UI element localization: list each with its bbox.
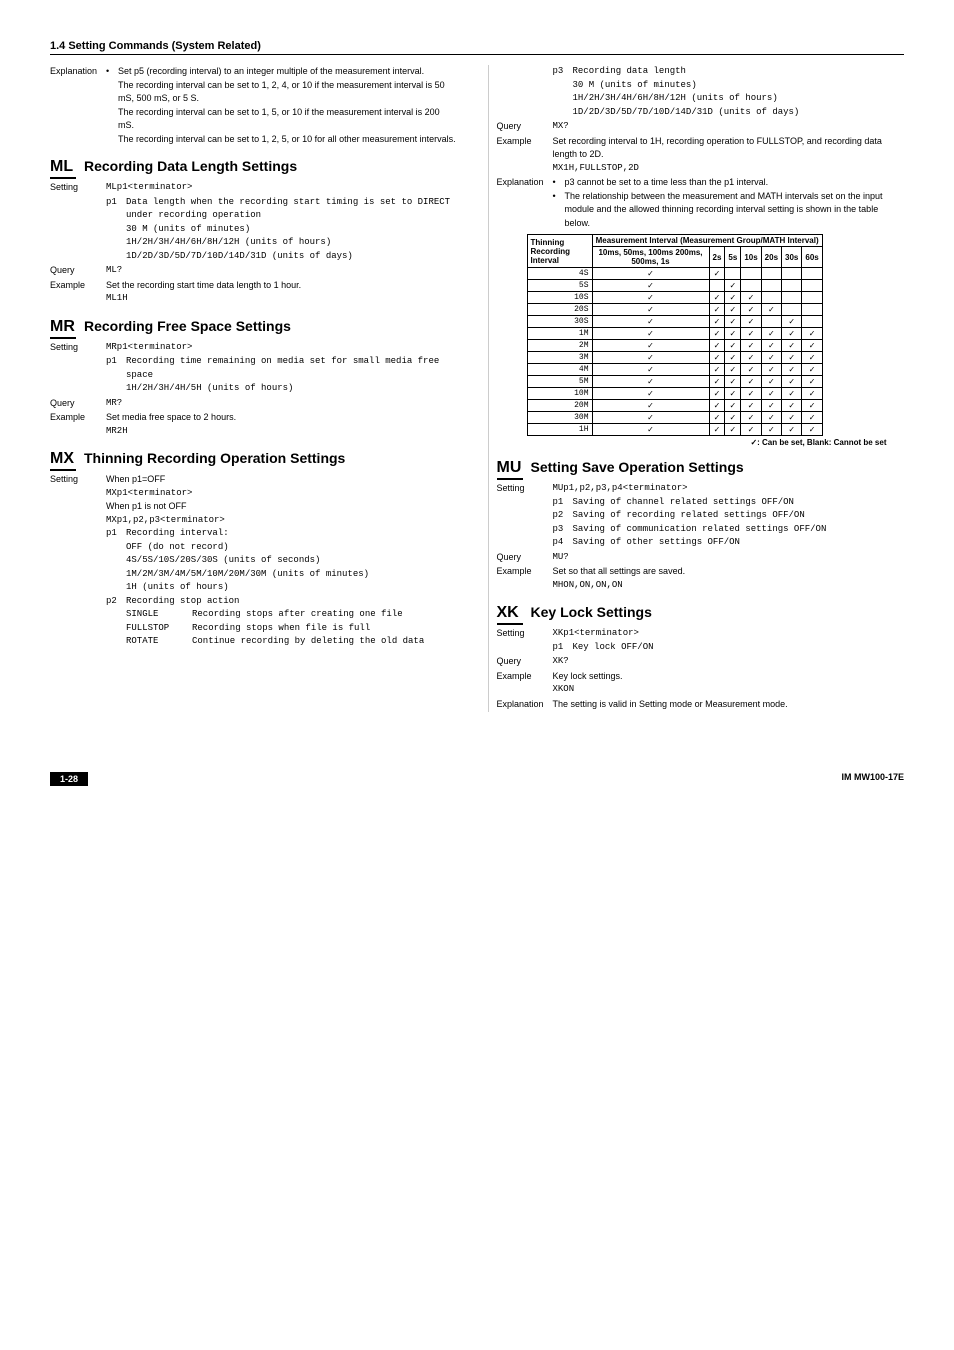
cmd-mr: MR Recording Free Space Settings	[50, 318, 458, 339]
page-number: 1-28	[50, 772, 88, 786]
table-caption: ✓: Can be set, Blank: Cannot be set	[527, 438, 887, 447]
cmd-title: Recording Data Length Settings	[84, 158, 297, 174]
footer: 1-28 IM MW100-17E	[50, 772, 904, 786]
left-column: Explanation •Set p5 (recording interval)…	[50, 65, 458, 712]
thinning-table: Thinning Recording Interval Measurement …	[527, 234, 823, 436]
cmd-mx: MX Thinning Recording Operation Settings	[50, 450, 458, 471]
right-column: p3 Recording data length 30 M (units of …	[488, 65, 905, 712]
explanation-body: •Set p5 (recording interval) to an integ…	[106, 65, 458, 146]
explanation-top: Explanation •Set p5 (recording interval)…	[50, 65, 458, 146]
doc-id: IM MW100-17E	[841, 772, 904, 786]
section-header: 1.4 Setting Commands (System Related)	[50, 40, 904, 55]
cmd-ml: ML Recording Data Length Settings	[50, 158, 458, 179]
explanation-label: Explanation	[50, 65, 106, 146]
cmd-code: ML	[50, 158, 76, 179]
two-column-layout: Explanation •Set p5 (recording interval)…	[50, 65, 904, 712]
cmd-xk: XK Key Lock Settings	[497, 604, 905, 625]
cmd-mu: MU Setting Save Operation Settings	[497, 459, 905, 480]
